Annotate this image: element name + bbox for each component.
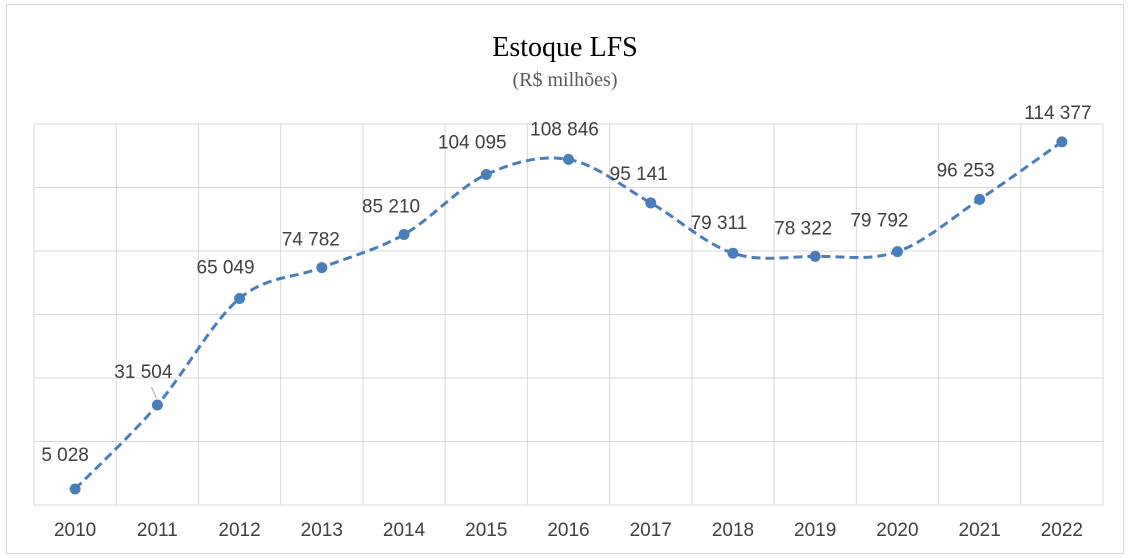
chart-title: Estoque LFS [492,32,637,63]
x-tick-label: 2010 [54,520,96,541]
data-point [151,399,163,411]
x-tick-label: 2020 [876,520,918,541]
data-point [563,153,574,165]
data-label: 104 095 [438,132,507,153]
data-label: 78 322 [774,218,832,239]
gridlines [33,123,1104,506]
data-label: 85 210 [362,196,420,217]
data-point [480,168,492,180]
chart-frame [6,4,1124,554]
x-tick-label: 2016 [547,520,589,541]
series-line-layer [74,140,1063,491]
data-point [1056,136,1068,148]
chart-subtitle: (R$ milhões) [513,69,618,91]
data-point [974,193,986,205]
x-tick-label: 2014 [383,520,426,541]
x-tick-label: 2019 [794,520,836,541]
data-point [727,247,739,259]
x-tick-label: 2011 [137,520,178,541]
data-label: 114 377 [1024,103,1091,124]
data-point [809,250,821,262]
data-label: 79 311 [691,213,748,234]
data-point [645,197,657,209]
data-label: 95 141 [610,164,668,185]
data-label: 31 504 [114,362,173,383]
x-tick-label: 2013 [301,520,343,541]
x-tick-label: 2021 [959,520,1001,541]
data-label: 79 792 [850,211,908,232]
data-label: 5 028 [41,445,89,466]
data-label: 108 846 [530,119,599,140]
x-tick-label: 2022 [1041,520,1083,541]
data-point [316,262,328,274]
data-point [234,292,246,304]
data-label: 96 253 [937,160,995,181]
x-tick-label: 2015 [465,520,507,541]
data-labels: 5 028 31 504 65 049 74 782 85 210 104 095 108 … [41,103,1091,466]
x-tick-label: 2017 [630,520,672,541]
data-points [69,136,1068,495]
data-label: 74 782 [282,230,340,251]
data-point [398,228,410,240]
data-point [69,483,81,495]
data-label: 65 049 [197,257,255,278]
data-point [891,246,903,258]
x-axis-ticks: 2010 2011 2012 2013 2014 2015 2016 2017 2018 2019… [54,520,1083,541]
x-tick-label: 2012 [218,520,260,541]
label-leader-line [150,386,157,399]
series-line [74,140,1063,491]
x-tick-label: 2018 [712,520,754,541]
